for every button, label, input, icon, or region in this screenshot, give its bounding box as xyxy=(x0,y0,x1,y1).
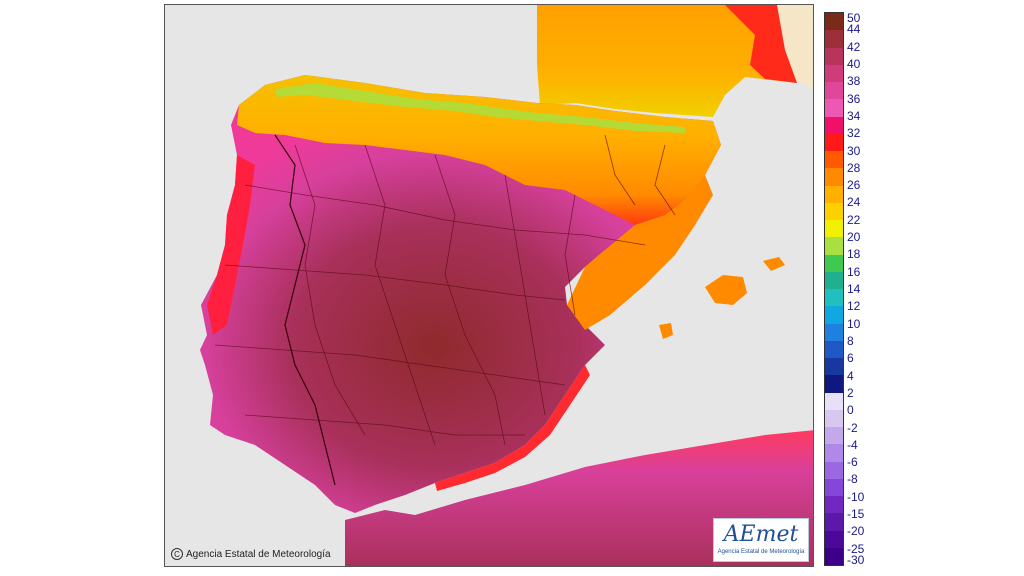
portugal-border xyxy=(274,134,336,486)
colorbar-swatch xyxy=(825,427,843,445)
colorbar-swatch xyxy=(825,151,843,169)
colorbar-swatch xyxy=(825,237,843,255)
colorbar-labels: 50 44 42 40 38 36 34 32 30 28 26 24 22 20 18 16 14 12 10 8 6… xyxy=(847,12,887,566)
colorbar-swatch xyxy=(825,392,843,410)
colorbar-tick-label: -2 xyxy=(847,420,858,435)
colorbar-tick-label: 4 xyxy=(847,368,854,383)
colorbar-swatch xyxy=(825,530,843,548)
colorbar-tick-label: -25 xyxy=(847,541,865,556)
colorbar-swatch xyxy=(825,133,843,151)
island-mallorca xyxy=(705,275,747,305)
colorbar-swatch xyxy=(825,30,843,48)
colorbar-swatch xyxy=(825,116,843,134)
colorbar-swatch xyxy=(825,168,843,186)
cantabrian-cool-band xyxy=(275,83,685,133)
colorbar-tick-label: 24 xyxy=(847,195,861,210)
colorbar-swatch xyxy=(825,340,843,358)
colorbar-swatch xyxy=(825,547,843,565)
colorbar-tick-label: 20 xyxy=(847,230,861,245)
colorbar-swatch xyxy=(825,496,843,514)
colorbar-tick-label: 44 xyxy=(847,22,861,37)
colorbar-swatch xyxy=(825,64,843,82)
logo-wordmark: AEmet xyxy=(723,522,799,547)
colorbar-tick-label: 50 xyxy=(847,11,861,25)
colorbar-swatch xyxy=(825,202,843,220)
colorbar-tick-label: 6 xyxy=(847,351,854,366)
colorbar-swatch xyxy=(825,306,843,324)
colorbar-tick-label: 14 xyxy=(847,282,861,296)
colorbar-tick-label: 26 xyxy=(847,178,861,193)
colorbar-swatch xyxy=(825,254,843,272)
colorbar-tick-label: 28 xyxy=(847,160,861,175)
copyright-credit: C Agencia Estatal de Meteorología xyxy=(171,548,331,560)
colorbar-tick-label: -8 xyxy=(847,472,858,487)
colorbar-tick-label: 38 xyxy=(847,74,861,89)
colorbar-swatch xyxy=(825,478,843,496)
temperature-map xyxy=(165,5,813,566)
colorbar-tick-label: 12 xyxy=(847,299,861,314)
colorbar-tick-label: 18 xyxy=(847,247,861,262)
island-menorca xyxy=(763,257,785,271)
map-panel: C Agencia Estatal de Meteorología AEmet … xyxy=(164,4,814,567)
eastern-coast-orange xyxy=(567,175,713,330)
colorbar-tick-label: 42 xyxy=(847,39,861,54)
colorbar-tick-label: 0 xyxy=(847,403,854,418)
region-north-coast xyxy=(237,75,721,225)
colorbar-swatch xyxy=(825,271,843,289)
colorbar-tick-label: 32 xyxy=(847,126,861,141)
colorbar-swatch xyxy=(825,444,843,462)
france-hot-east xyxy=(725,5,797,83)
island-ibiza xyxy=(659,323,673,339)
aemet-logo: AEmet Agencia Estatal de Meteorología xyxy=(713,518,809,562)
copyright-icon: C xyxy=(171,548,183,560)
colorbar-swatch xyxy=(825,99,843,117)
colorbar-tick-label: 16 xyxy=(847,264,861,279)
colorbar-swatch xyxy=(825,220,843,238)
colorbar-tick-label: 2 xyxy=(847,385,854,400)
region-france xyxy=(537,5,797,117)
southern-coast-red xyxy=(435,365,590,491)
colorbar-tick-label: 10 xyxy=(847,316,861,331)
colorbar-tick-label: -6 xyxy=(847,455,858,470)
colorbar-tick-label: -15 xyxy=(847,507,865,522)
colorbar-tick-label: -20 xyxy=(847,524,865,539)
colorbar-tick-label: 36 xyxy=(847,91,861,106)
colorbar-swatch xyxy=(825,513,843,531)
western-coast-red xyxy=(207,155,255,335)
colorbar-tick-label: -30 xyxy=(847,553,865,567)
credit-text: Agencia Estatal de Meteorología xyxy=(186,548,331,560)
colorbar-tick-label: -4 xyxy=(847,437,858,452)
colorbar-tick-label: 22 xyxy=(847,212,861,227)
province-borders xyxy=(214,134,676,446)
colorbar-swatch xyxy=(825,358,843,376)
temperature-colorbar xyxy=(824,12,844,566)
colorbar-swatch xyxy=(825,375,843,393)
colorbar-tick-label: -10 xyxy=(847,489,865,504)
colorbar-swatch xyxy=(825,323,843,341)
colorbar-swatch xyxy=(825,185,843,203)
colorbar-swatch xyxy=(825,409,843,427)
colorbar-tick-label: 40 xyxy=(847,56,861,71)
colorbar-swatch xyxy=(825,47,843,65)
colorbar-tick-label: 8 xyxy=(847,333,854,348)
region-north-africa xyxy=(345,430,813,566)
land-france-east xyxy=(777,5,813,89)
colorbar-swatch xyxy=(825,82,843,100)
colorbar-swatch xyxy=(825,289,843,307)
colorbar-tick-label: 34 xyxy=(847,108,861,123)
colorbar-swatch xyxy=(825,461,843,479)
colorbar-tick-label: 30 xyxy=(847,143,861,158)
logo-subtitle: Agencia Estatal de Meteorología xyxy=(717,549,805,555)
colorbar-swatch xyxy=(825,13,843,31)
